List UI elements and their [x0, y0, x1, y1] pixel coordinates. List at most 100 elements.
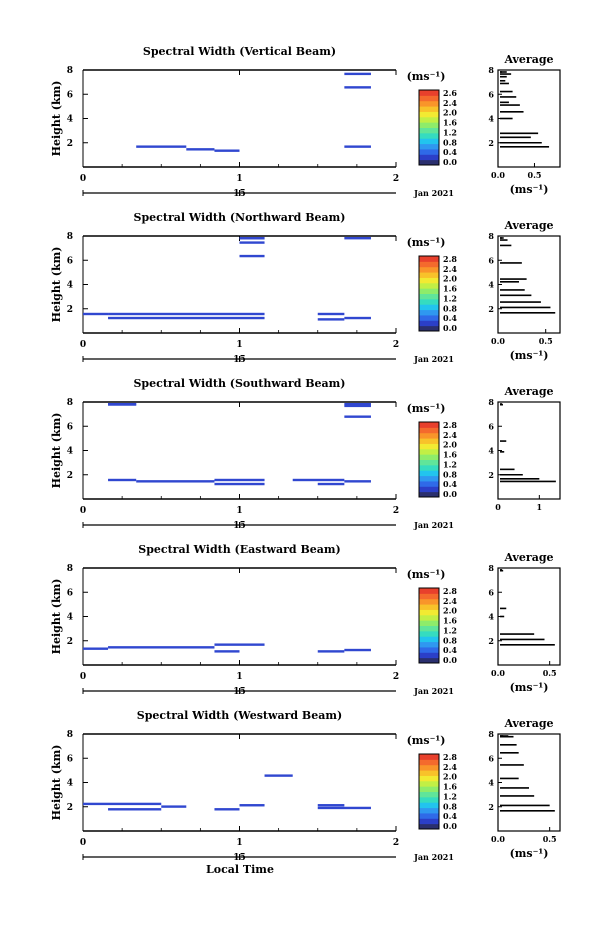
data-segment: [186, 148, 215, 151]
x-tick-label: 0: [80, 506, 86, 516]
colorbar-tick-label: 0.4: [443, 811, 457, 821]
y-tick-label: 2: [67, 803, 73, 813]
colorbar-tick-label: 2.0: [443, 606, 457, 616]
colorbar-swatch: [419, 325, 439, 332]
colorbar-tick-label: 2.4: [443, 762, 457, 772]
colorbar-swatch: [419, 293, 439, 300]
colorbar-tick-label: 0.8: [443, 469, 457, 479]
colorbar-tick-label: 0.4: [443, 313, 457, 323]
x-tick-label: 2: [393, 672, 399, 682]
y-tick-label: 8: [67, 66, 73, 76]
colorbar-swatch: [419, 143, 439, 150]
colorbar-swatch: [419, 90, 439, 96]
y-tick-label: 2: [67, 139, 73, 149]
colorbar-unit: (ms⁻¹): [407, 402, 446, 415]
y-tick-label: 6: [67, 422, 73, 432]
average-x-tick-label: 0.0: [491, 170, 505, 180]
colorbar-swatch: [419, 759, 439, 766]
data-segment: [108, 808, 162, 811]
chart-title: Spectral Width (Eastward Beam): [138, 543, 340, 556]
y-tick-label: 2: [67, 637, 73, 647]
y-tick-label: 8: [67, 564, 73, 574]
y-axis-label: Height (km): [50, 745, 63, 821]
y-axis-label: Height (km): [50, 81, 63, 157]
y-axis-label: Height (km): [50, 247, 63, 323]
date-label: Jan 2021: [413, 520, 454, 530]
colorbar-swatch: [419, 614, 439, 621]
x-tick-label: 1: [236, 340, 242, 350]
colorbar-swatch: [419, 764, 439, 771]
date-label: Jan 2021: [413, 188, 454, 198]
data-segment: [214, 643, 265, 646]
average-y-tick-label: 4: [488, 114, 494, 124]
colorbar-swatch: [419, 812, 439, 819]
colorbar-swatch: [419, 304, 439, 311]
average-y-tick-label: 6: [488, 753, 494, 763]
data-segment: [239, 237, 265, 240]
colorbar-tick-label: 0.4: [443, 147, 457, 157]
data-segment: [344, 145, 371, 148]
colorbar-tick-label: 0.0: [443, 655, 457, 665]
data-segment: [317, 650, 345, 653]
colorbar-swatch: [419, 475, 439, 482]
colorbar-tick-label: 2.0: [443, 440, 457, 450]
colorbar-swatch: [419, 588, 439, 594]
x-tick-label: 1: [236, 506, 242, 516]
average-y-tick-label: 6: [488, 255, 494, 265]
data-segment: [136, 145, 187, 148]
colorbar-swatch: [419, 775, 439, 782]
data-segment: [317, 806, 371, 810]
y-tick-label: 8: [67, 232, 73, 242]
data-segment: [344, 316, 371, 320]
colorbar-tick-label: 0.0: [443, 489, 457, 499]
colorbar-swatch: [419, 148, 439, 155]
average-y-tick-label: 2: [488, 304, 494, 314]
colorbar-tick-label: 1.6: [443, 118, 457, 128]
chart-panel-4: Spectral Width (Westward Beam) 2 4 6 8 0 1 2 15 J…: [50, 709, 561, 876]
date-axis-label: 15: [233, 687, 246, 697]
average-x-label: (ms⁻¹): [510, 349, 549, 362]
x-tick-label: 2: [393, 340, 399, 350]
data-segment: [161, 805, 187, 808]
data-segment: [344, 415, 371, 418]
chart-title: Spectral Width (Westward Beam): [137, 709, 342, 722]
colorbar-tick-label: 0.4: [443, 645, 457, 655]
x-tick-label: 2: [393, 838, 399, 848]
colorbar-swatch: [419, 470, 439, 477]
data-segment: [108, 312, 265, 316]
y-tick-label: 4: [67, 779, 73, 789]
colorbar-tick-label: 1.6: [443, 782, 457, 792]
average-y-tick-label: 8: [488, 563, 494, 573]
date-axis-label: 15: [233, 189, 246, 199]
x-tick-label: 0: [80, 838, 86, 848]
date-axis-label: 15: [233, 521, 246, 531]
data-segment: [344, 403, 371, 406]
colorbar-tick-label: 2.0: [443, 108, 457, 118]
average-title: Average: [503, 717, 553, 730]
colorbar-tick-label: 1.6: [443, 616, 457, 626]
y-tick-label: 6: [67, 754, 73, 764]
colorbar-tick-label: 2.8: [443, 752, 457, 762]
colorbar-tick-label: 2.0: [443, 274, 457, 284]
colorbar-tick-label: 2.8: [443, 254, 457, 264]
colorbar-swatch: [419, 100, 439, 107]
colorbar-swatch: [419, 604, 439, 610]
average-y-tick-label: 8: [488, 397, 494, 407]
data-segment: [108, 403, 137, 406]
colorbar-swatch: [419, 95, 439, 102]
colorbar-swatch: [419, 630, 439, 637]
x-tick-label: 1: [236, 174, 242, 184]
average-y-tick-label: 2: [488, 636, 494, 646]
colorbar-tick-label: 0.8: [443, 635, 457, 645]
data-segment: [214, 650, 240, 653]
colorbar-swatch: [419, 272, 439, 278]
date-label: Jan 2021: [413, 354, 454, 364]
y-tick-label: 4: [67, 115, 73, 125]
y-tick-label: 4: [67, 281, 73, 291]
data-segment: [264, 774, 293, 777]
data-segment: [83, 647, 109, 650]
data-segment: [83, 802, 162, 806]
x-tick-label: 1: [236, 672, 242, 682]
colorbar-tick-label: 2.8: [443, 420, 457, 430]
